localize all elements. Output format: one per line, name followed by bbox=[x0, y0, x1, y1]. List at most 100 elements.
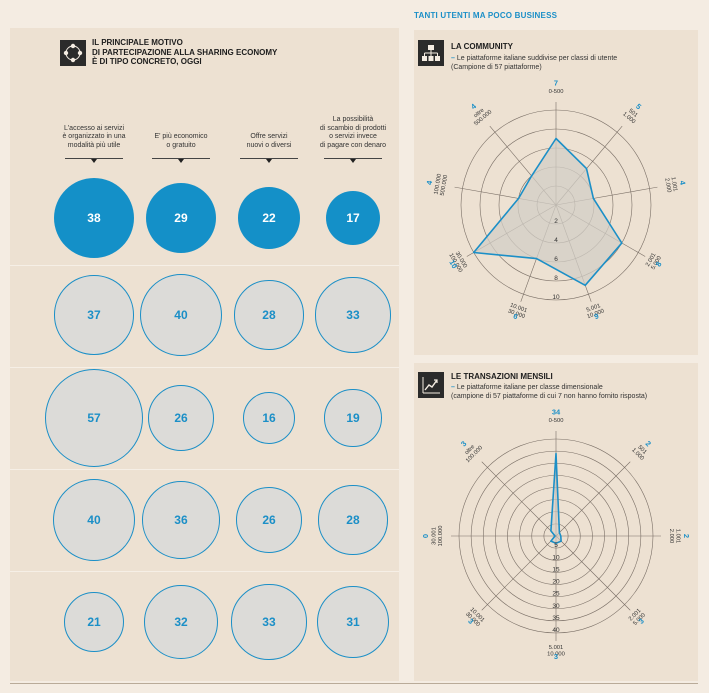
scale-tick-label: 2 bbox=[554, 218, 558, 225]
axis-class-label-line: 10.000 bbox=[547, 651, 565, 657]
column-header: L'accesso ai servizi è organizzato in un… bbox=[62, 124, 126, 149]
bubble-value: 33 bbox=[315, 277, 391, 353]
bubble-value: 32 bbox=[144, 585, 218, 659]
axis-class-label-line: 0-500 bbox=[549, 418, 564, 424]
axis-label-group: 30.000100.00010 bbox=[447, 251, 467, 274]
motivations-panel bbox=[10, 28, 399, 681]
axis-class-label-line: 10.000 bbox=[586, 308, 605, 320]
axis-count-value: 5 bbox=[634, 102, 643, 112]
transactions-heading: LE TRANSAZIONI MENSILI bbox=[451, 372, 553, 381]
radar-axis bbox=[555, 461, 631, 537]
bubble-value: 17 bbox=[325, 190, 381, 246]
axis-class-label: 100.000500.000 bbox=[434, 173, 450, 196]
axis-count-value: 3 bbox=[637, 617, 646, 626]
bubble-value: 40 bbox=[52, 478, 136, 562]
transactions-subtitle: – Le piattaforme italiane per classe dim… bbox=[451, 384, 648, 400]
axis-class-label: 1.0012.000 bbox=[668, 529, 680, 544]
column-header-arrow bbox=[266, 159, 272, 163]
page-title: TANTI UTENTI MA POCO BUSINESS bbox=[414, 11, 558, 20]
scale-tick-label: 10 bbox=[552, 554, 560, 561]
radar-axis bbox=[481, 461, 557, 537]
axis-count-value: 2 bbox=[682, 534, 691, 538]
bubble-value: 22 bbox=[238, 187, 300, 249]
row-separator bbox=[10, 469, 399, 470]
community-subtitle: – Le piattaforme italiane suddivise per … bbox=[451, 55, 618, 71]
bubble-value: 36 bbox=[141, 480, 221, 560]
bubble-value: 21 bbox=[63, 591, 125, 653]
axis-class-label: 10.00130.000 bbox=[507, 303, 528, 321]
axis-class-label-line: 501 bbox=[627, 108, 638, 119]
column-header-rule bbox=[152, 158, 210, 159]
axis-class-label-line: 1.001 bbox=[675, 529, 681, 544]
transactions-subtitle-text: Le piattaforme italiane per classe dimen… bbox=[451, 384, 648, 400]
row-separator bbox=[10, 265, 399, 266]
axis-class-label-line: oltre bbox=[473, 107, 485, 119]
scale-tick-label: 30 bbox=[552, 603, 560, 610]
radar-axis bbox=[481, 535, 557, 611]
axis-class-label-line: 500.000 bbox=[440, 175, 450, 197]
bubble-value: 40 bbox=[139, 273, 223, 357]
data-polygon bbox=[472, 137, 623, 287]
community-subtitle-text: Le piattaforme italiane suddivise per cl… bbox=[451, 55, 618, 71]
scale-tick-label: 5 bbox=[554, 542, 558, 549]
bubble-value: 26 bbox=[147, 384, 215, 452]
axis-count-value: 10 bbox=[447, 258, 459, 270]
scale-tick-label: 10 bbox=[552, 294, 560, 301]
column-header-arrow bbox=[91, 159, 97, 163]
bubble-value: 19 bbox=[324, 389, 382, 447]
axis-class-label-line: 100.000 bbox=[434, 173, 444, 195]
scale-tick-label: 25 bbox=[552, 591, 560, 598]
data-polygon bbox=[550, 452, 562, 545]
axis-class-label-line: 30.001 bbox=[432, 527, 438, 545]
scale-tick-label: 6 bbox=[554, 256, 558, 263]
axis-count-value: 7 bbox=[554, 80, 558, 88]
scale-tick-label: 40 bbox=[552, 627, 560, 634]
column-header-rule bbox=[65, 158, 123, 159]
bubble-value: 28 bbox=[318, 485, 388, 555]
axis-count-value: 9 bbox=[593, 311, 600, 321]
people-network-icon bbox=[60, 40, 86, 66]
bubble-value: 16 bbox=[242, 391, 296, 445]
transactions-radar-chart: 5101520253035400-500345011.00021.0012.00… bbox=[421, 408, 691, 661]
bubble-value: 28 bbox=[234, 280, 304, 350]
community-heading: LA COMMUNITY bbox=[451, 42, 513, 51]
trend-chart-icon bbox=[418, 372, 444, 398]
column-header-arrow bbox=[178, 159, 184, 163]
motivations-heading: IL PRINCIPALE MOTIVO DI PARTECIPAZIONE A… bbox=[92, 38, 278, 66]
axis-class-label-line: 2.000 bbox=[668, 529, 674, 544]
scale-tick-label: 35 bbox=[552, 615, 560, 622]
bubble-value: 33 bbox=[231, 584, 307, 660]
column-header: E' più economico o gratuito bbox=[154, 133, 208, 149]
axis-class-label: 0-500 bbox=[549, 418, 564, 424]
bubble-value: 29 bbox=[145, 182, 217, 254]
axis-count-value: 4 bbox=[425, 179, 435, 185]
scale-tick-label: 8 bbox=[554, 275, 558, 282]
radar-axis bbox=[555, 535, 631, 611]
row-separator bbox=[10, 571, 399, 572]
axis-class-label-line: 0-500 bbox=[549, 89, 564, 95]
axis-count-value: 2 bbox=[644, 439, 653, 448]
axis-count-value: 3 bbox=[466, 617, 475, 626]
axis-label-group: 5011.0005 bbox=[621, 102, 643, 125]
bubble-value: 37 bbox=[54, 275, 134, 355]
axis-count-value: 8 bbox=[654, 260, 664, 268]
axis-class-label-line: 5.001 bbox=[586, 303, 602, 314]
axis-count-value: 3 bbox=[459, 439, 468, 448]
axis-label-group: 1.0012.000 2 bbox=[668, 529, 691, 544]
axis-class-label: 0-500 bbox=[549, 89, 564, 95]
axis-class-label-line: 2.000 bbox=[663, 178, 671, 193]
row-separator bbox=[10, 367, 399, 368]
axis-class-label-line: 1.001 bbox=[669, 177, 677, 192]
scale-tick-label: 15 bbox=[552, 566, 560, 573]
axis-class-label: 1.0012.000 bbox=[663, 177, 678, 193]
axis-class-label-line: 100.000 bbox=[438, 526, 444, 547]
axis-class-label-line: 501 bbox=[636, 445, 647, 456]
